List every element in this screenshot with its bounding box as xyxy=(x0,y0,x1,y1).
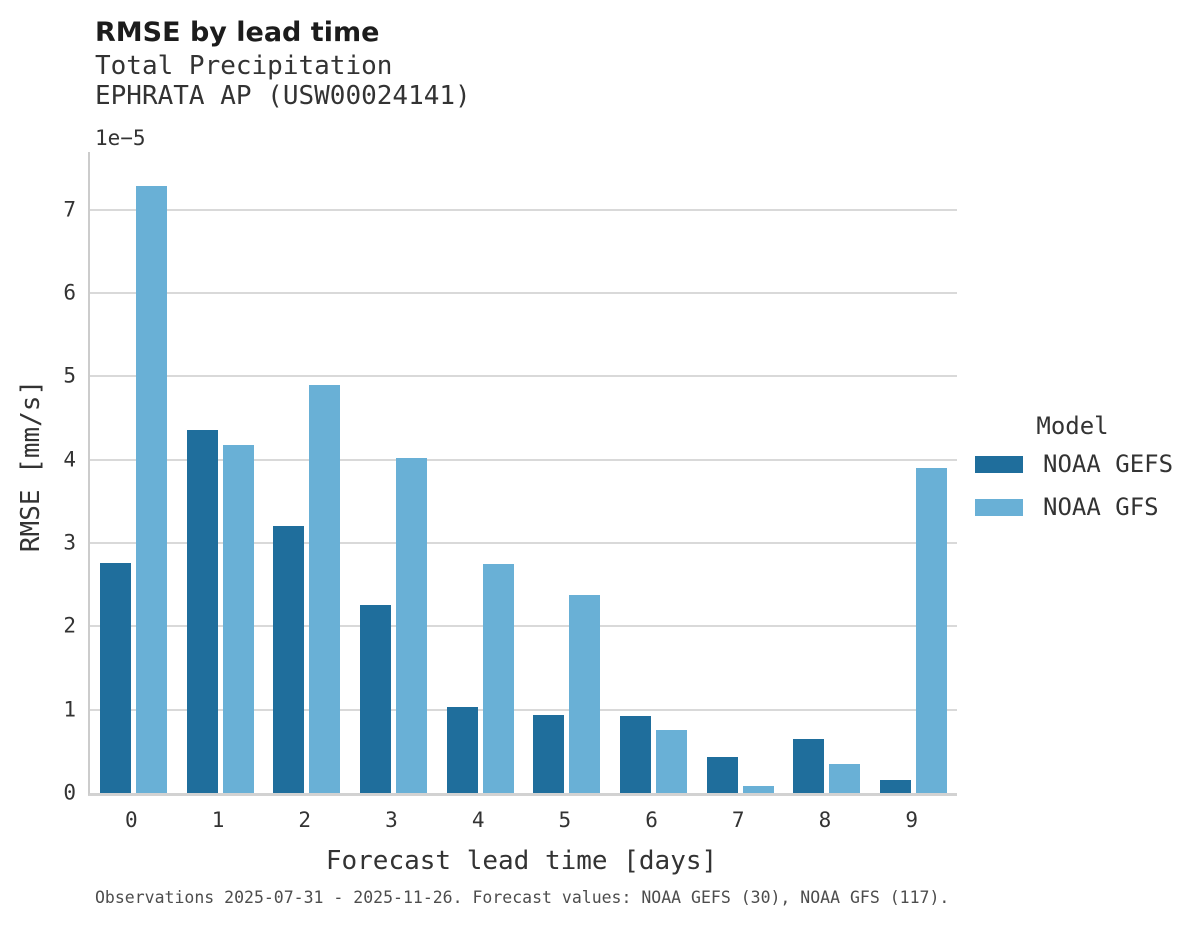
y-tick-label-3: 3 xyxy=(63,530,76,555)
bar-gefs-lead4 xyxy=(446,707,478,793)
y-tick-label-5: 5 xyxy=(63,363,76,388)
y-tick-label-0: 0 xyxy=(63,780,76,805)
gfs-color-swatch-icon xyxy=(975,498,1023,516)
gefs-color-swatch-icon xyxy=(975,455,1023,473)
y-tick-label-2: 2 xyxy=(63,613,76,638)
x-axis-ticks: 0 1 2 3 4 5 6 7 8 9 xyxy=(88,808,955,838)
gridline-y4 xyxy=(90,458,957,461)
bar-gefs-lead1 xyxy=(186,430,218,793)
chart-title: RMSE by lead time xyxy=(95,17,380,48)
gridline-y7 xyxy=(90,208,957,211)
bar-gfs-lead3 xyxy=(395,457,427,793)
bar-gefs-lead9 xyxy=(880,779,912,793)
y-axis-offset-label: 1e−5 xyxy=(95,126,146,150)
y-tick-label-1: 1 xyxy=(63,697,76,722)
bar-gfs-lead0 xyxy=(135,186,167,793)
bar-gfs-lead8 xyxy=(829,763,861,793)
bar-gfs-lead9 xyxy=(916,467,948,793)
legend-item-gfs: NOAA GFS xyxy=(975,493,1185,521)
bar-gefs-lead2 xyxy=(273,526,305,793)
x-tick-label-0: 0 xyxy=(125,808,138,832)
legend: Model NOAA GEFS NOAA GFS xyxy=(975,412,1185,536)
y-axis-ticks: 0 1 2 3 4 5 6 7 xyxy=(0,152,76,803)
x-tick-label-9: 9 xyxy=(905,808,918,832)
bar-gefs-lead6 xyxy=(620,716,652,793)
x-tick-label-6: 6 xyxy=(645,808,658,832)
bar-gefs-lead7 xyxy=(706,757,738,793)
gridline-y2 xyxy=(90,625,957,628)
x-tick-label-4: 4 xyxy=(471,808,485,832)
bar-gfs-lead5 xyxy=(569,594,601,793)
x-tick-label-8: 8 xyxy=(818,808,832,832)
bar-gefs-lead0 xyxy=(99,562,131,793)
x-tick-label-1: 1 xyxy=(211,808,225,832)
legend-label-gefs: NOAA GEFS xyxy=(1043,450,1174,478)
gridline-y1 xyxy=(90,708,957,711)
y-tick-label-6: 6 xyxy=(63,280,76,305)
legend-item-gefs: NOAA GEFS xyxy=(975,450,1185,478)
bar-gfs-lead1 xyxy=(222,445,254,793)
plot-area xyxy=(88,152,957,796)
x-tick-label-7: 7 xyxy=(731,808,745,832)
gridline-y6 xyxy=(90,291,957,294)
gridline-y5 xyxy=(90,375,957,378)
bar-gefs-lead5 xyxy=(533,714,565,793)
gridline-y3 xyxy=(90,541,957,544)
chart-subtitle-station: EPHRATA AP (USW00024141) xyxy=(95,81,471,111)
bar-gfs-lead7 xyxy=(742,786,774,793)
bar-gefs-lead8 xyxy=(793,738,825,793)
bar-gfs-lead2 xyxy=(309,385,341,793)
chart-subtitle-variable: Total Precipitation xyxy=(95,51,393,81)
x-tick-label-5: 5 xyxy=(558,808,572,832)
legend-title: Model xyxy=(1036,412,1109,440)
bar-gefs-lead3 xyxy=(359,605,391,793)
legend-label-gfs: NOAA GFS xyxy=(1043,493,1159,521)
footer-caption: Observations 2025-07-31 - 2025-11-26. Fo… xyxy=(95,888,950,907)
y-tick-label-4: 4 xyxy=(63,447,76,472)
bar-gfs-lead4 xyxy=(482,563,514,793)
y-tick-label-7: 7 xyxy=(63,197,76,222)
x-axis-label: Forecast lead time [days] xyxy=(325,846,718,876)
bar-gfs-lead6 xyxy=(656,730,688,793)
x-tick-label-3: 3 xyxy=(385,808,398,832)
x-tick-label-2: 2 xyxy=(298,808,312,832)
